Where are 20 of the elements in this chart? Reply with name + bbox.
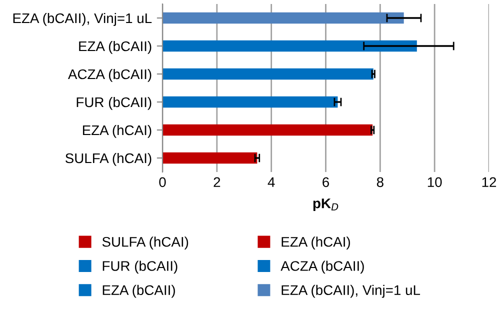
x-tick-label: 2	[214, 177, 220, 187]
legend-label: ACZA (bCAII)	[280, 260, 364, 274]
y-tick-label: EZA (bCAII)	[79, 40, 152, 54]
y-tick-label: FUR (bCAII)	[76, 96, 152, 110]
y-tick-label: EZA (hCAI)	[82, 124, 152, 138]
legend-label: EZA (hCAI)	[282, 236, 350, 250]
legend-label: FUR (bCAII)	[102, 260, 178, 274]
legend-label: EZA (bCAII)	[102, 284, 175, 298]
legend-label: EZA (bCAII), Vinj=1 uL	[282, 284, 420, 298]
y-tick-label: SULFA (hCAI)	[65, 152, 152, 166]
x-tick-label: 8	[376, 177, 384, 188]
x-tick-label: 6	[322, 177, 329, 188]
y-tick-label: EZA (bCAII), Vinj=1 uL	[13, 12, 152, 26]
legend-label: SULFA (hCAI)	[102, 236, 188, 250]
x-tick-label: 4	[268, 177, 275, 187]
x-tick-label: 12	[482, 177, 496, 187]
x-tick-label: 10	[428, 177, 442, 188]
x-axis-title: pK$_{D}$	[313, 198, 338, 212]
x-tick-label: 0	[159, 177, 166, 188]
y-tick-label: ACZA (bCAII)	[68, 68, 152, 82]
